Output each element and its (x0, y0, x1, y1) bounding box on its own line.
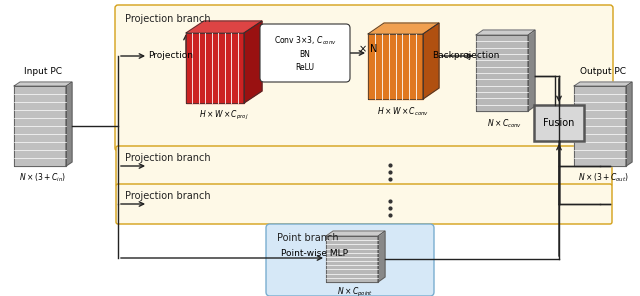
Polygon shape (326, 236, 378, 282)
Polygon shape (423, 23, 439, 99)
Polygon shape (186, 21, 262, 33)
Text: Conv 3$\times$3, $C_{conv}$
BN
ReLU: Conv 3$\times$3, $C_{conv}$ BN ReLU (273, 34, 337, 72)
Text: Projection branch: Projection branch (125, 14, 211, 24)
Text: Input PC: Input PC (24, 67, 62, 76)
Polygon shape (476, 30, 535, 35)
Polygon shape (626, 82, 632, 166)
Text: Projection: Projection (148, 52, 193, 60)
Text: Backprojection: Backprojection (432, 52, 499, 60)
Polygon shape (476, 35, 528, 111)
Text: $H \times W \times C_{proj}$: $H \times W \times C_{proj}$ (199, 109, 249, 122)
Text: $N \times (3 + C_{in})$: $N \times (3 + C_{in})$ (19, 172, 67, 184)
Text: $H \times W \times C_{conv}$: $H \times W \times C_{conv}$ (378, 105, 429, 118)
Polygon shape (326, 231, 385, 236)
FancyBboxPatch shape (266, 224, 434, 296)
Polygon shape (66, 82, 72, 166)
Text: Point-wise MLP: Point-wise MLP (281, 250, 348, 258)
Polygon shape (574, 82, 632, 86)
Text: $N \times C_{point}$: $N \times C_{point}$ (337, 286, 373, 296)
Text: Projection branch: Projection branch (125, 191, 211, 201)
Polygon shape (14, 82, 72, 86)
Text: Fusion: Fusion (543, 118, 575, 128)
FancyBboxPatch shape (116, 146, 612, 186)
Polygon shape (244, 21, 262, 103)
Polygon shape (368, 23, 439, 34)
Text: Output PC: Output PC (580, 67, 626, 76)
FancyBboxPatch shape (115, 5, 613, 151)
FancyBboxPatch shape (260, 24, 350, 82)
Polygon shape (574, 86, 626, 166)
Polygon shape (368, 34, 423, 99)
Polygon shape (14, 86, 66, 166)
FancyBboxPatch shape (534, 105, 584, 141)
Text: $N \times (3 + C_{out})$: $N \times (3 + C_{out})$ (577, 172, 628, 184)
Text: Point branch: Point branch (277, 233, 339, 243)
Text: Projection branch: Projection branch (125, 153, 211, 163)
Text: $\times$ N: $\times$ N (358, 42, 378, 54)
Polygon shape (378, 231, 385, 282)
Text: $N \times C_{conv}$: $N \times C_{conv}$ (488, 117, 523, 130)
Polygon shape (528, 30, 535, 111)
Polygon shape (186, 33, 244, 103)
FancyBboxPatch shape (116, 184, 612, 224)
